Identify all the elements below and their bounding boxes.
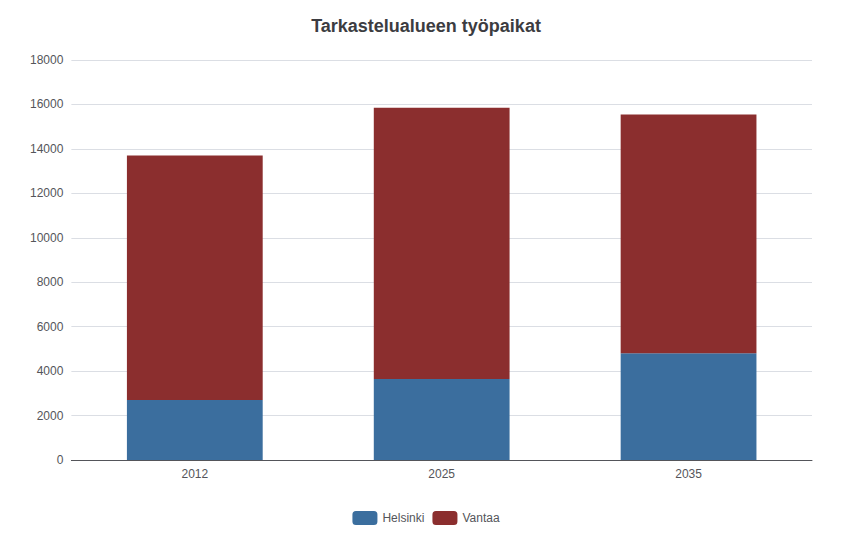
svg-text:Tarkastelualueen työpaikat: Tarkastelualueen työpaikat [311, 16, 541, 36]
svg-text:18000: 18000 [30, 53, 64, 67]
svg-text:2012: 2012 [181, 467, 208, 481]
svg-text:2025: 2025 [428, 467, 455, 481]
svg-text:2000: 2000 [37, 409, 64, 423]
svg-text:Vantaa: Vantaa [462, 511, 499, 525]
svg-text:Helsinki: Helsinki [382, 511, 424, 525]
svg-text:16000: 16000 [30, 97, 64, 111]
svg-text:4000: 4000 [37, 364, 64, 378]
svg-text:8000: 8000 [37, 275, 64, 289]
svg-text:0: 0 [57, 453, 64, 467]
svg-text:12000: 12000 [30, 186, 64, 200]
svg-text:14000: 14000 [30, 142, 64, 156]
svg-text:10000: 10000 [30, 231, 64, 245]
svg-text:2035: 2035 [675, 467, 702, 481]
svg-text:6000: 6000 [37, 320, 64, 334]
